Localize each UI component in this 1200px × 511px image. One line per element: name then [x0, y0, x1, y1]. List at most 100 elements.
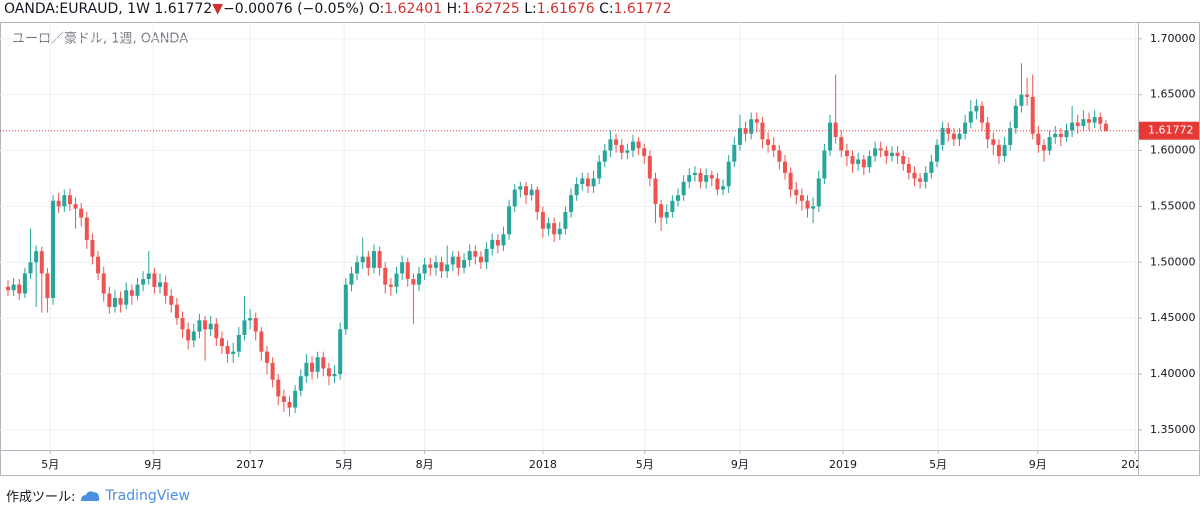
candle-body — [743, 128, 748, 134]
candle-body — [1013, 105, 1018, 129]
candle-body — [523, 186, 528, 196]
candle-body — [794, 189, 799, 196]
candle-body — [96, 256, 101, 274]
candle-body — [552, 223, 557, 235]
h-value: 1.62725 — [461, 1, 520, 17]
candle-body — [529, 189, 534, 196]
x-tick-label: 2018 — [529, 458, 557, 471]
candle-body — [411, 279, 416, 285]
candle-body — [17, 284, 22, 294]
candle-body — [884, 150, 889, 157]
candle-body — [439, 262, 444, 272]
candle-body — [467, 251, 472, 261]
candle-body — [535, 189, 540, 212]
candle-body — [934, 144, 939, 162]
candle-body — [495, 239, 500, 246]
candle-body — [974, 105, 979, 112]
candle-body — [546, 223, 551, 229]
candle-body — [321, 357, 326, 369]
candle-body — [850, 156, 855, 164]
candle-body — [163, 282, 168, 296]
made-with: 作成ツール: — [6, 490, 76, 505]
candle-body — [585, 178, 590, 187]
candle-body — [1053, 133, 1058, 138]
candle-body — [647, 156, 652, 179]
candle-body — [186, 329, 191, 341]
candle-body — [231, 351, 236, 354]
candle-body — [681, 181, 686, 196]
candle-body — [253, 318, 258, 332]
candle-body — [129, 290, 134, 296]
candle-body — [664, 211, 669, 218]
candle-body — [895, 152, 900, 157]
candle-body — [1103, 123, 1108, 131]
candle-body — [400, 262, 405, 274]
candle-body — [602, 150, 607, 162]
candle-body — [811, 206, 816, 209]
candle-body — [839, 137, 844, 151]
candle-body — [996, 144, 1001, 157]
candle-body — [597, 161, 602, 179]
candle-body — [281, 396, 286, 402]
candle-body — [518, 186, 523, 190]
candle-body — [1030, 96, 1035, 134]
candle-body — [124, 290, 129, 305]
candle-body — [963, 122, 968, 134]
candle-body — [79, 208, 84, 218]
candle-body — [782, 161, 787, 173]
candle-body — [828, 122, 833, 151]
candle-body — [174, 304, 179, 319]
o-label: O: — [368, 1, 385, 17]
x-tick-label: 5月 — [636, 458, 654, 471]
candle-body — [422, 264, 427, 274]
candle-body — [918, 178, 923, 182]
candle-body — [152, 273, 157, 287]
candle-body — [1092, 116, 1097, 123]
candle-body — [929, 161, 934, 173]
candle-body — [608, 139, 613, 151]
candle-body — [957, 133, 962, 140]
candle-body — [366, 256, 371, 268]
x-tick-label: 9月 — [1029, 458, 1047, 471]
candle-body — [822, 150, 827, 179]
arrow: ▼ — [212, 1, 224, 17]
l-value: 1.61676 — [536, 1, 595, 17]
candle-body — [816, 178, 821, 207]
candle-body — [670, 200, 675, 212]
candle-body — [732, 144, 737, 162]
candle-body — [141, 279, 146, 285]
candle-body — [56, 200, 61, 207]
header: OANDA:EURAUD, 1W 1.61772▼−0.00076 (−0.05… — [4, 1, 671, 17]
candle-body — [512, 189, 517, 207]
candle-body — [11, 284, 16, 291]
candle-body — [1036, 133, 1041, 145]
c-label: C: — [599, 1, 614, 17]
candle-body — [276, 379, 281, 397]
candle-body — [259, 331, 264, 352]
candle-body — [951, 133, 956, 140]
candle-body — [901, 156, 906, 164]
x-tick-label: 5月 — [929, 458, 947, 471]
candle-body — [878, 148, 883, 151]
candle-body — [34, 251, 39, 263]
frame — [0, 22, 1200, 476]
candle-body — [473, 251, 478, 257]
candle-body — [923, 172, 928, 182]
candle-body — [540, 211, 545, 229]
candle-body — [388, 284, 393, 287]
candle-body — [169, 295, 174, 305]
candle-body — [191, 331, 196, 341]
candle-body — [236, 334, 241, 352]
candle-body — [248, 318, 253, 321]
candle-body — [62, 195, 67, 207]
candle-body — [968, 111, 973, 123]
y-tick-label: 1.55000 — [1150, 199, 1196, 212]
candle-body — [326, 368, 331, 377]
candle-body — [873, 148, 878, 157]
candle-body — [777, 150, 782, 162]
x-tick-label: 2020 — [1121, 458, 1149, 471]
candle-body — [574, 184, 579, 196]
candle-body — [264, 351, 269, 363]
last-price: 1.61772 — [154, 1, 213, 17]
candle-body — [754, 119, 759, 123]
